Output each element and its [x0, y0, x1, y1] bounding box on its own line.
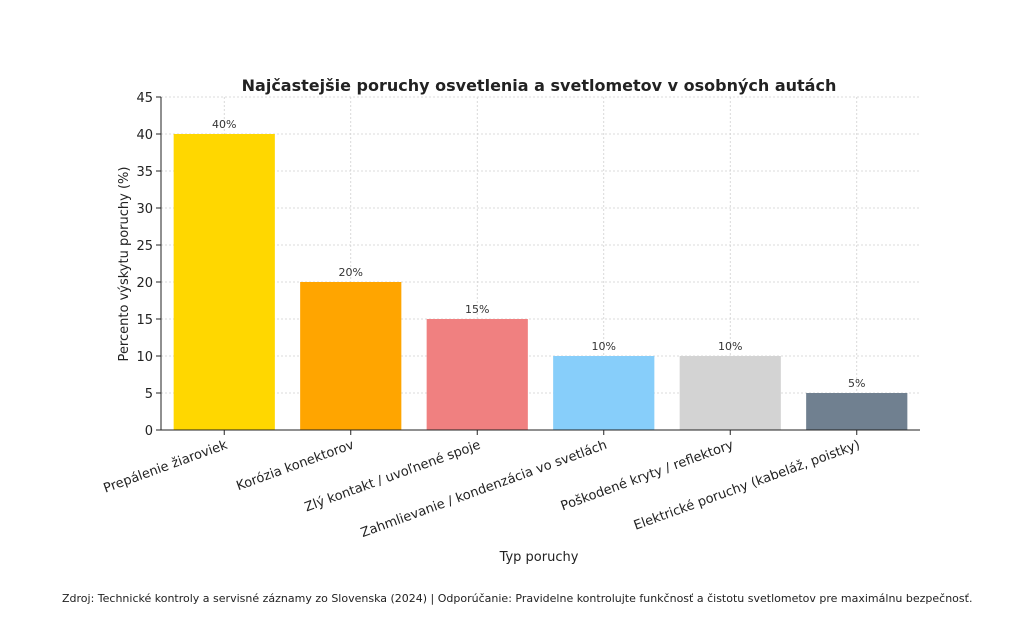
bar — [173, 134, 275, 430]
y-tick-label: 35 — [136, 165, 153, 180]
y-tick-label: 15 — [136, 313, 153, 328]
x-tick-label: Elektrické poruchy (kabeláž, poistky) — [632, 438, 862, 534]
x-tick-label: Prepálenie žiaroviek — [102, 438, 230, 497]
bar — [426, 319, 528, 430]
source-note: Zdroj: Technické kontroly a servisné záz… — [62, 592, 973, 605]
bar — [553, 356, 655, 430]
chart-title: Najčastejšie poruchy osvetlenia a svetlo… — [242, 76, 837, 95]
bar — [806, 393, 908, 430]
x-tick-label: Zahmlievanie / kondenzácia vo svetlách — [359, 438, 609, 541]
y-axis-label: Percento výskytu poruchy (%) — [117, 167, 132, 362]
y-tick-label: 5 — [145, 387, 153, 402]
data-label: 10% — [718, 340, 742, 353]
y-tick-label: 45 — [136, 91, 153, 106]
x-axis-label: Typ poruchy — [499, 550, 579, 565]
x-tick-labels: Prepálenie žiaroviek Korózia konektorovZl… — [102, 438, 862, 541]
bars — [173, 134, 908, 430]
data-label: 10% — [592, 340, 616, 353]
y-tick-label: 0 — [145, 424, 153, 439]
y-tick-labels: 0 5 10 15 20 25 30 35 40 45 — [136, 91, 153, 439]
y-tick-label: 20 — [136, 276, 153, 291]
data-labels: 40% 20% 15% 10% 10% 5% — [212, 118, 865, 390]
y-tick-label: 30 — [136, 202, 153, 217]
y-tick-label: 40 — [136, 128, 153, 143]
bar — [300, 282, 402, 430]
data-label: 5% — [848, 377, 865, 390]
data-label: 20% — [339, 266, 363, 279]
data-label: 15% — [465, 303, 489, 316]
axes — [156, 96, 920, 435]
bar — [679, 356, 781, 430]
x-tick-label: Korózia konektorov — [235, 438, 357, 495]
grid-lines — [161, 96, 920, 431]
y-tick-label: 25 — [136, 239, 153, 254]
data-label: 40% — [212, 118, 236, 131]
y-tick-label: 10 — [136, 350, 153, 365]
